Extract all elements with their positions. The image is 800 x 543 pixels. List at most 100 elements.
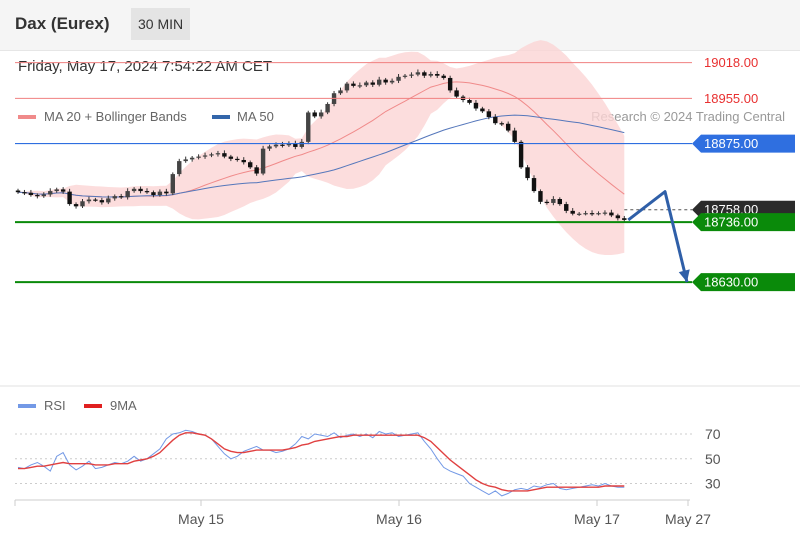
candle-body [22, 192, 27, 194]
candle [202, 152, 208, 159]
candle [493, 114, 498, 125]
candle [241, 157, 246, 165]
level-label: 18736.00 [704, 215, 758, 230]
candle [441, 73, 446, 80]
research-credit: Research © 2024 Trading Central [591, 109, 785, 124]
candle-body [138, 188, 143, 192]
candle [67, 188, 72, 206]
candle-body [248, 162, 253, 168]
x-axis-ticks: May 15 May 16 May 17 May 27 [178, 500, 711, 527]
candle [357, 82, 363, 89]
candle-body [544, 201, 550, 204]
candle [512, 127, 517, 145]
level-label: 18955.00 [704, 91, 758, 106]
candle [615, 213, 621, 221]
candle-body [512, 130, 517, 142]
candle [170, 172, 175, 196]
candle [570, 208, 575, 216]
candle-body [93, 199, 98, 201]
candle [54, 187, 59, 193]
rsi-ma-legend-label: 9MA [110, 398, 137, 413]
candle-body [499, 123, 504, 125]
forecast-arrowhead [678, 269, 690, 283]
candle [144, 188, 150, 194]
candle [428, 71, 433, 78]
level-label: 18875.00 [704, 136, 758, 151]
candle [86, 196, 92, 204]
x-tick-label: May 16 [376, 511, 422, 527]
candle-body [164, 191, 169, 194]
candle-body [189, 157, 195, 160]
candle-body [409, 74, 414, 76]
candle [15, 188, 21, 194]
candle-body [60, 189, 66, 192]
level-tag [692, 273, 795, 292]
candle [480, 106, 485, 114]
candle [389, 78, 395, 85]
candle [35, 193, 40, 199]
candle-body [293, 142, 298, 147]
candle-body [157, 191, 163, 196]
candle [325, 102, 330, 115]
candle-body [312, 112, 317, 117]
candle [177, 158, 182, 177]
candle-body [344, 83, 350, 91]
candle-body [15, 190, 21, 193]
candle-body [41, 194, 46, 197]
candle-body [602, 212, 608, 214]
candle-body [318, 112, 324, 117]
candle [409, 72, 414, 78]
candle-body [183, 159, 188, 162]
candle-body [28, 192, 34, 196]
candle-body [67, 191, 72, 205]
candle-body [435, 73, 440, 76]
candle [467, 97, 472, 105]
candle [551, 196, 556, 206]
candle-body [306, 112, 311, 142]
candle-body [106, 198, 111, 203]
candle [183, 156, 188, 163]
candle [454, 87, 459, 99]
candle-body [615, 215, 621, 219]
x-tick-label: May 15 [178, 511, 224, 527]
candle [28, 189, 34, 197]
candle [525, 165, 530, 181]
candle-body [170, 174, 175, 194]
candle [260, 145, 266, 176]
candle [564, 201, 569, 214]
candle [209, 152, 214, 158]
candle-body [383, 79, 388, 83]
interval-button[interactable]: 30 MIN [131, 8, 191, 40]
candle-body [209, 154, 214, 156]
candle-body [441, 75, 446, 78]
level-label: 18630.00 [704, 275, 758, 290]
candle [486, 109, 492, 120]
level-label: 19018.00 [704, 55, 758, 70]
candle [306, 110, 311, 145]
candle [106, 195, 111, 205]
candle-body [480, 108, 485, 112]
level-support: 18630.00 [15, 273, 795, 292]
candle [538, 189, 543, 205]
candle [447, 75, 453, 93]
candle [589, 210, 595, 216]
candle-body [609, 212, 614, 216]
candle [164, 188, 169, 196]
candle-body [151, 192, 156, 196]
candle [99, 197, 105, 205]
candle [609, 209, 614, 218]
candle-body [506, 123, 511, 131]
candle-body [99, 200, 105, 203]
candle [248, 160, 253, 170]
level-tag [692, 134, 795, 153]
rsi-plot: 70 50 30 [15, 426, 721, 497]
candle [131, 187, 137, 193]
candle [189, 156, 195, 162]
candle-body [222, 153, 227, 157]
candle-body [35, 195, 40, 197]
candle [557, 197, 562, 206]
candle [280, 141, 285, 148]
candle-body [570, 210, 575, 214]
